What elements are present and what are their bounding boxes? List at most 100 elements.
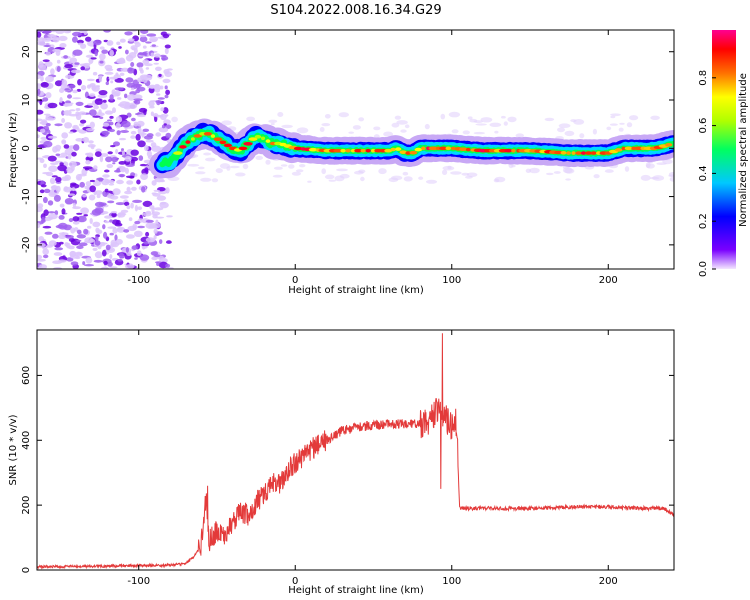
noise-blob bbox=[403, 176, 413, 182]
noise-blob bbox=[162, 33, 170, 39]
noise-blob bbox=[90, 57, 97, 60]
noise-blob bbox=[107, 151, 113, 155]
noise-blob bbox=[109, 219, 113, 223]
noise-blob bbox=[226, 166, 231, 171]
noise-blob bbox=[72, 31, 82, 37]
noise-blob bbox=[155, 219, 159, 225]
noise-blob bbox=[135, 133, 141, 141]
noise-blob bbox=[47, 135, 58, 139]
ridge-peak bbox=[414, 147, 423, 152]
noise-blob bbox=[54, 80, 63, 87]
noise-blob bbox=[104, 64, 113, 70]
noise-blob bbox=[104, 188, 109, 193]
noise-blob bbox=[156, 195, 167, 201]
noise-blob bbox=[58, 35, 68, 42]
noise-blob bbox=[104, 169, 110, 173]
noise-blob bbox=[117, 103, 125, 107]
noise-blob bbox=[105, 81, 110, 86]
noise-blob bbox=[164, 47, 169, 55]
noise-blob bbox=[99, 60, 104, 64]
noise-blob bbox=[42, 225, 52, 229]
noise-blob bbox=[120, 120, 131, 128]
noise-blob bbox=[115, 116, 123, 123]
noise-blob bbox=[103, 260, 108, 266]
noise-blob bbox=[373, 126, 381, 131]
ridge-peak bbox=[384, 148, 393, 153]
noise-blob bbox=[55, 185, 61, 193]
noise-blob bbox=[606, 126, 612, 131]
noise-blob bbox=[121, 150, 125, 156]
noise-blob bbox=[72, 49, 83, 56]
noise-blob bbox=[134, 204, 138, 212]
noise-blob bbox=[116, 60, 126, 64]
ridge-peak bbox=[575, 151, 582, 155]
noise-blob bbox=[93, 259, 103, 263]
noise-blob bbox=[72, 89, 78, 94]
snr-series-line bbox=[37, 333, 674, 570]
y-tick-label: 600 bbox=[21, 366, 32, 385]
noise-blob bbox=[265, 159, 271, 165]
noise-blob bbox=[154, 261, 162, 264]
noise-blob bbox=[101, 130, 110, 136]
colorbar-tick-label: 0.6 bbox=[698, 118, 709, 134]
noise-blob bbox=[124, 167, 129, 174]
noise-blob bbox=[160, 107, 165, 112]
figure-title: S104.2022.008.16.34.G29 bbox=[270, 3, 441, 18]
noise-blob bbox=[140, 173, 149, 181]
noise-blob bbox=[43, 44, 51, 48]
ridge-peak bbox=[395, 147, 402, 151]
noise-blob bbox=[165, 132, 172, 139]
colorbar-tick-label: 0.2 bbox=[698, 213, 709, 229]
noise-blob bbox=[610, 115, 616, 119]
noise-blob bbox=[57, 164, 67, 172]
noise-blob bbox=[161, 124, 166, 129]
noise-blob bbox=[37, 118, 43, 122]
noise-blob bbox=[70, 261, 79, 266]
noise-blob bbox=[467, 116, 473, 120]
ridge-peak bbox=[571, 151, 576, 155]
noise-blob bbox=[61, 118, 65, 123]
noise-blob bbox=[89, 109, 97, 116]
noise-blob bbox=[153, 228, 158, 234]
noise-blob bbox=[82, 261, 86, 266]
noise-blob bbox=[400, 129, 407, 133]
noise-blob bbox=[592, 128, 598, 135]
noise-blob bbox=[93, 40, 102, 46]
noise-blob bbox=[113, 141, 120, 147]
noise-blob bbox=[39, 121, 48, 125]
noise-blob bbox=[150, 239, 155, 242]
noise-blob bbox=[507, 116, 517, 123]
noise-blob bbox=[89, 185, 96, 193]
ridge-peak bbox=[554, 150, 563, 155]
noise-blob bbox=[164, 85, 168, 90]
noise-blob bbox=[112, 107, 116, 114]
colorbar: 0.0 0.2 0.4 0.6 0.8 Normalized spectral ampl… bbox=[698, 30, 749, 277]
noise-blob bbox=[123, 229, 130, 233]
noise-blob bbox=[43, 254, 49, 259]
noise-blob bbox=[155, 66, 162, 72]
noise-blob bbox=[138, 52, 148, 56]
ridge-peak bbox=[511, 148, 516, 153]
y-tick-label: 200 bbox=[21, 496, 32, 515]
noise-blob bbox=[104, 220, 110, 224]
noise-blob bbox=[391, 122, 400, 128]
noise-blob bbox=[450, 171, 462, 175]
noise-blob bbox=[152, 214, 158, 219]
noise-blob bbox=[101, 49, 109, 54]
noise-blob bbox=[61, 79, 68, 86]
noise-blob bbox=[97, 94, 108, 98]
noise-blob bbox=[546, 172, 554, 176]
noise-blob bbox=[246, 116, 256, 122]
noise-blob bbox=[80, 66, 85, 71]
ridge-peak bbox=[238, 146, 248, 151]
noise-blob bbox=[115, 219, 121, 225]
noise-blob bbox=[61, 208, 66, 215]
noise-blob bbox=[56, 149, 60, 152]
noise-blob bbox=[45, 75, 54, 83]
noise-blob bbox=[118, 212, 127, 216]
noise-blob bbox=[153, 62, 159, 65]
noise-blob bbox=[94, 251, 103, 259]
noise-blob bbox=[65, 235, 74, 239]
noise-blob bbox=[402, 171, 409, 176]
noise-blob bbox=[91, 208, 102, 216]
